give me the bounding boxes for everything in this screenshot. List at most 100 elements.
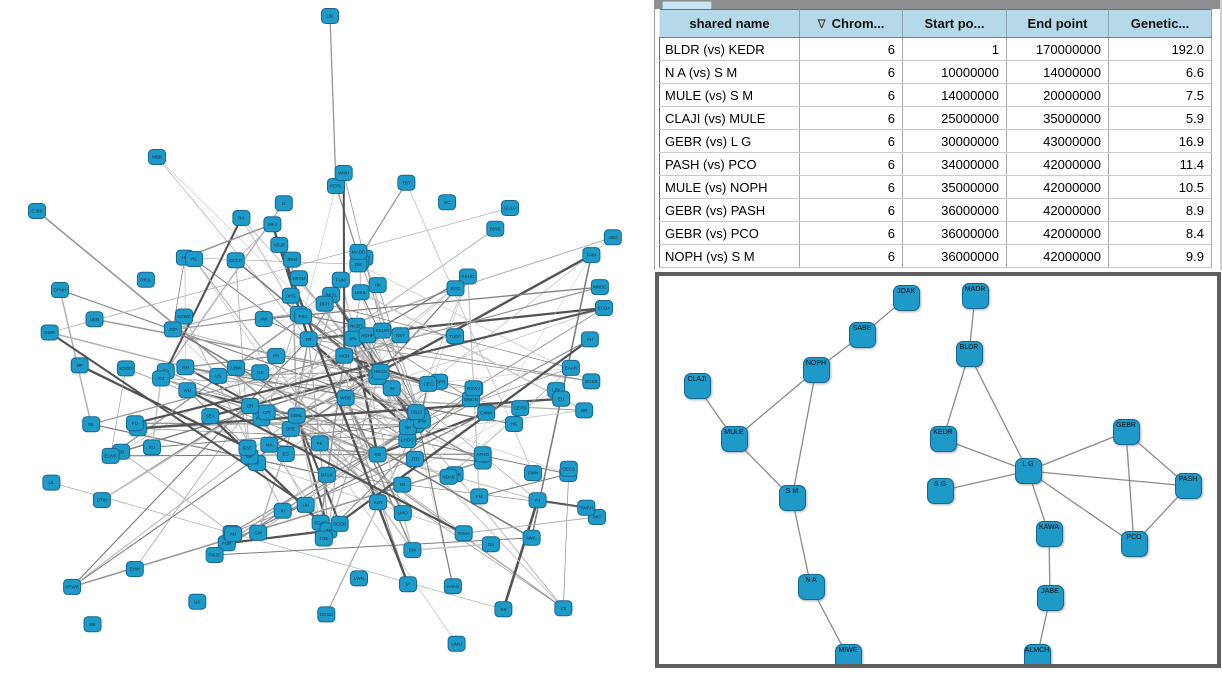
table-cell[interactable]: 6 [800,199,903,222]
table-cell[interactable]: 42000000 [1007,176,1109,199]
column-header-end-point[interactable]: End point [1007,10,1109,38]
table-cell[interactable]: 14000000 [1007,61,1109,84]
table-cell[interactable]: GEBR (vs) L G [660,130,800,153]
table-cell[interactable]: 11.4 [1109,153,1212,176]
table-cell[interactable]: 8.9 [1109,199,1212,222]
graph-edge[interactable] [792,370,816,498]
table-cell[interactable]: 14000000 [903,84,1007,107]
table-cell[interactable]: GEBR (vs) PCO [660,222,800,245]
table-cell[interactable]: 1 [903,38,1007,61]
table-cell[interactable]: 8.4 [1109,222,1212,245]
graph-node-pco[interactable]: PCO [1121,531,1148,557]
table-cell[interactable]: 35000000 [903,176,1007,199]
table-cell[interactable]: 42000000 [1007,245,1109,268]
table-cell[interactable]: 42000000 [1007,153,1109,176]
table-cell[interactable]: GEBR (vs) PASH [660,199,800,222]
network-node-label: GSC [243,445,254,450]
table-cell[interactable]: 6 [800,130,903,153]
graph-node-gebr[interactable]: GEBR [1113,419,1140,445]
table-cell[interactable]: 42000000 [1007,222,1109,245]
graph-node-kawa[interactable]: KAWA [1036,521,1063,547]
table-cell[interactable]: 9.9 [1109,245,1212,268]
table-cell[interactable]: 5.9 [1109,107,1212,130]
table-cell[interactable]: 6 [800,38,903,61]
graph-node-s-m[interactable]: S M [779,485,806,511]
table-cell[interactable]: 42000000 [1007,199,1109,222]
table-cell[interactable]: NOPH (vs) S M [660,245,800,268]
table-cell[interactable]: 36000000 [903,222,1007,245]
network-node-label: SEA [206,414,215,419]
table-cell[interactable]: 30000000 [903,130,1007,153]
graph-node-n-a[interactable]: N A [798,574,825,600]
graph-node-bldr[interactable]: BLDR [956,341,983,367]
graph-node-joak[interactable]: JOAK [893,285,920,311]
network-node-label: MA [266,442,273,447]
graph-node-claji[interactable]: CLAJI [684,373,711,399]
table-cell[interactable]: BLDR (vs) KEDR [660,38,800,61]
table-cell[interactable]: 10.5 [1109,176,1212,199]
table-cell[interactable]: 7.5 [1109,84,1212,107]
table-cell[interactable]: 20000000 [1007,84,1109,107]
column-header-shared-name[interactable]: shared name [660,10,800,38]
table-cell[interactable]: 6 [800,176,903,199]
table-cell[interactable]: N A (vs) S M [660,61,800,84]
graph-node-s-g[interactable]: S G [927,478,954,504]
table-cell[interactable]: 34000000 [903,153,1007,176]
table-cell[interactable]: 16.9 [1109,130,1212,153]
panel-splitter[interactable] [654,0,655,270]
table-cell[interactable]: 43000000 [1007,130,1109,153]
graph-node-miwe[interactable]: MIWE [835,644,862,668]
table-cell[interactable]: 170000000 [1007,38,1109,61]
mapped-network-view[interactable]: JOAK MADR SABE BLDR NOPH CLAJI GEBR MULE KEDR L G… [655,272,1221,668]
filter-icon[interactable]: ∇ [818,17,826,31]
graph-node-kedr[interactable]: KEDR [930,426,957,452]
column-header-start-position[interactable]: Start po... [903,10,1007,38]
table-cell[interactable]: 6 [800,61,903,84]
table-cell[interactable]: 6 [800,153,903,176]
table-cell[interactable]: 25000000 [903,107,1007,130]
table-cell[interactable]: 6 [800,84,903,107]
table-cell[interactable]: 6.6 [1109,61,1212,84]
network-node-label: NII [405,425,411,430]
table-cell[interactable]: MULE (vs) S M [660,84,800,107]
graph-node-mule[interactable]: MULE [721,426,748,452]
table-cell[interactable]: 10000000 [903,61,1007,84]
table-cell[interactable]: CLAJI (vs) MULE [660,107,800,130]
graph-node-almch[interactable]: ALMCH [1024,644,1051,668]
graph-node-pash[interactable]: PASH [1175,473,1202,499]
graph-edge[interactable] [1126,432,1134,544]
column-header-genetic[interactable]: Genetic... [1109,10,1212,38]
full-network-canvas[interactable]: UDPEPLMBBEJBPOPNHGULUECOAPKTGSJTDPJSBBKS… [0,0,652,669]
table-cell[interactable]: 6 [800,245,903,268]
graph-node-noph[interactable]: NOPH [803,357,830,383]
graph-node-jabe[interactable]: JABE [1037,585,1064,611]
table-cell[interactable]: 192.0 [1109,38,1212,61]
table-cell[interactable]: 35000000 [1007,107,1109,130]
graph-node-sabe[interactable]: SABE [849,322,876,348]
graph-edge[interactable] [1028,471,1188,486]
table-cell[interactable]: 6 [800,107,903,130]
graph-edge[interactable] [969,354,1028,471]
table-cell[interactable]: 36000000 [903,199,1007,222]
graph-node-l-g[interactable]: L G [1015,458,1042,484]
network-node-label: WU [184,388,192,393]
table-cell[interactable]: MULE (vs) NOPH [660,176,800,199]
table-cell[interactable]: 6 [800,222,903,245]
graph-node-madr[interactable]: MADR [962,283,989,309]
column-header-chromosome[interactable]: ∇Chrom... [800,10,903,38]
table-cell[interactable]: PASH (vs) PCO [660,153,800,176]
graph-edge[interactable] [1028,432,1126,471]
table-cell[interactable]: 36000000 [903,245,1007,268]
